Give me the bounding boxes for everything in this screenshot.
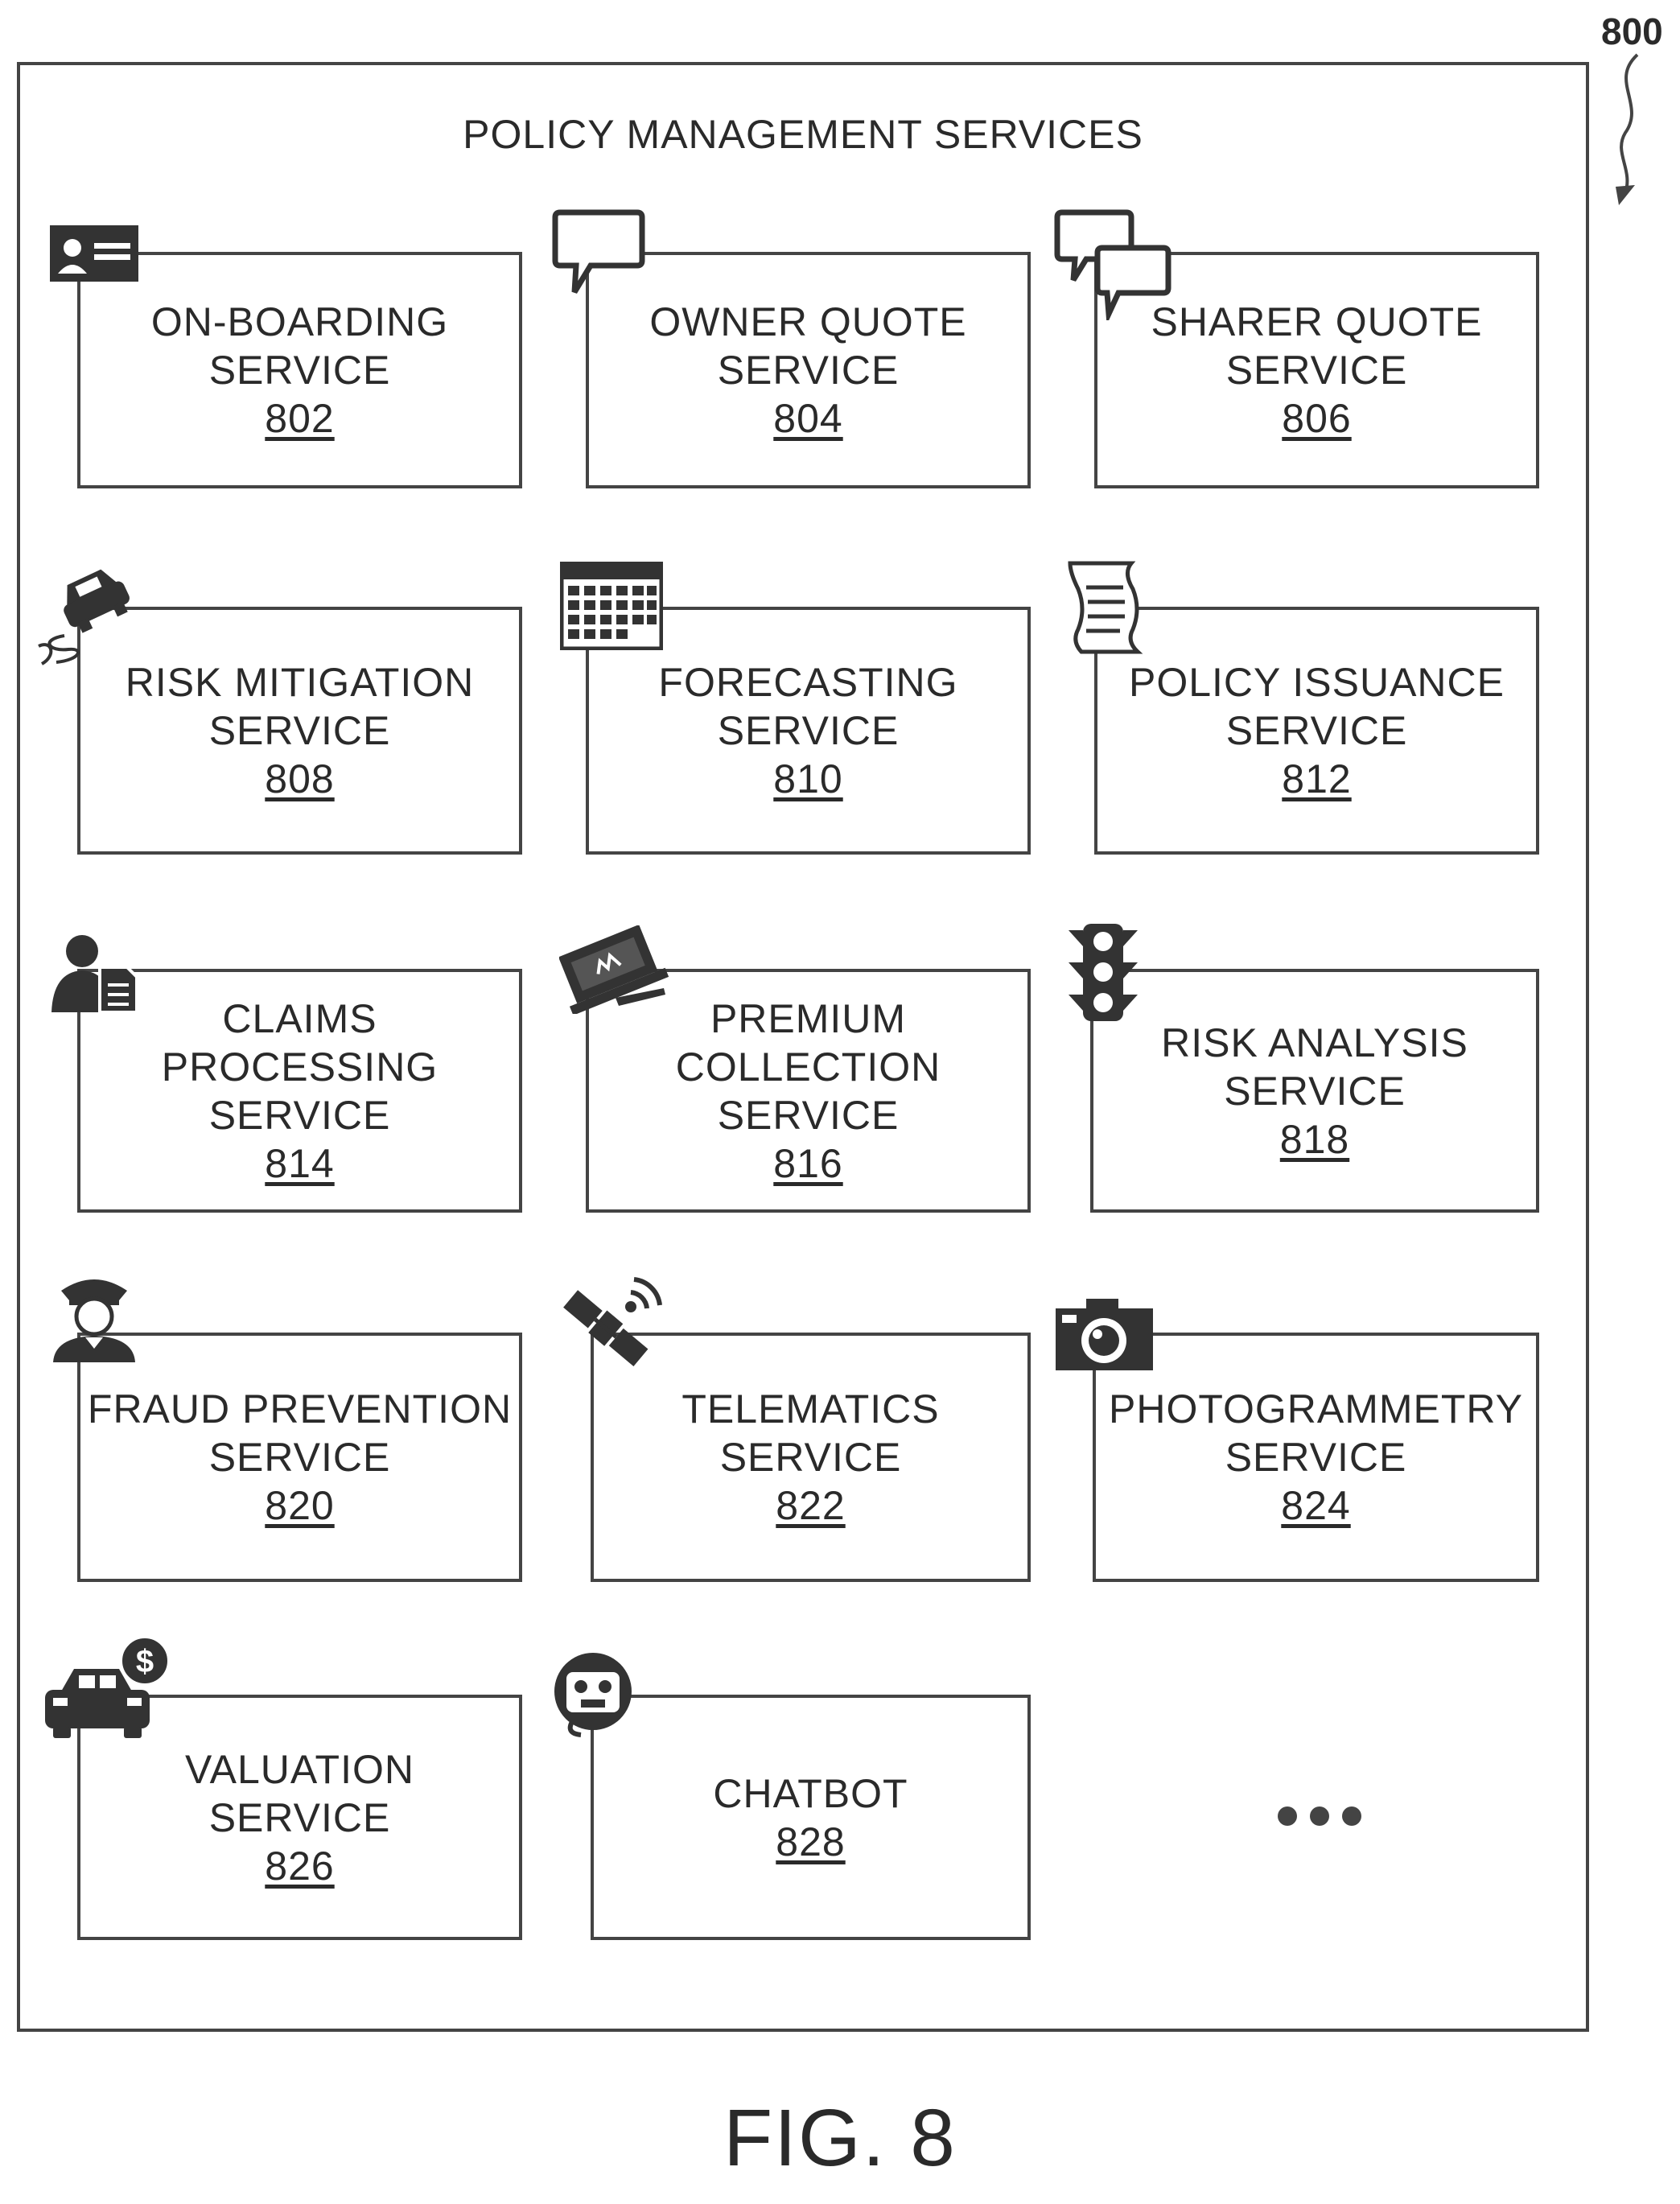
service-line1: RISK ANALYSIS — [1161, 1019, 1468, 1067]
ellipsis-icon: ••• — [1275, 1804, 1364, 1828]
service-line2: SERVICE — [1225, 1433, 1407, 1481]
person-document-icon — [50, 933, 138, 1014]
service-line2: SERVICE — [1224, 1067, 1406, 1115]
service-line1: CHATBOT — [713, 1769, 908, 1818]
service-line2: SERVICE — [209, 346, 391, 394]
service-number: 822 — [776, 1481, 845, 1530]
id-card-icon — [50, 225, 138, 282]
police-officer-icon — [50, 1271, 138, 1364]
service-line1: PHOTOGRAMMETRY — [1109, 1385, 1523, 1433]
service-line1: POLICY ISSUANCE — [1129, 658, 1505, 707]
service-number: 806 — [1282, 394, 1351, 443]
service-line2: SERVICE — [718, 707, 900, 755]
service-line1: RISK MITIGATION — [126, 658, 475, 707]
service-line2: SERVICE — [209, 1794, 391, 1842]
service-line2: SERVICE — [1226, 707, 1408, 755]
service-line2: SERVICE — [720, 1433, 902, 1481]
policy-issuance-service-box: POLICY ISSUANCE SERVICE 812 — [1094, 607, 1539, 855]
service-number: 816 — [773, 1139, 842, 1188]
service-line2: SERVICE — [1226, 346, 1408, 394]
service-line1: ON-BOARDING — [151, 298, 448, 346]
service-line1: FRAUD PREVENTION — [88, 1385, 512, 1433]
risk-mitigation-service-box: RISK MITIGATION SERVICE 808 — [77, 607, 522, 855]
claims-processing-service-box: CLAIMS PROCESSING SERVICE 814 — [77, 969, 522, 1213]
service-line1: SHARER QUOTE — [1151, 298, 1482, 346]
photogrammetry-service-box: PHOTOGRAMMETRY SERVICE 824 — [1093, 1333, 1539, 1582]
laptop-payment-icon — [559, 925, 672, 1014]
skidding-car-icon — [32, 559, 137, 672]
fraud-prevention-service-box: FRAUD PREVENTION SERVICE 820 — [77, 1333, 522, 1582]
service-number: 818 — [1280, 1115, 1349, 1164]
service-number: 804 — [773, 394, 842, 443]
service-line1: CLAIMS PROCESSING — [80, 995, 519, 1091]
service-line1: PREMIUM — [710, 995, 906, 1043]
satellite-icon — [557, 1271, 669, 1376]
service-line2: SERVICE — [209, 1433, 391, 1481]
robot-head-icon — [549, 1650, 637, 1738]
service-number: 824 — [1281, 1481, 1350, 1530]
figure-label: FIG. 8 — [0, 2092, 1680, 2185]
service-line1: VALUATION — [185, 1745, 414, 1794]
service-line3: SERVICE — [718, 1091, 900, 1139]
diagram-title: POLICY MANAGEMENT SERVICES — [17, 111, 1589, 158]
service-number: 812 — [1282, 755, 1351, 803]
service-number: 820 — [265, 1481, 334, 1530]
camera-icon — [1054, 1296, 1155, 1372]
service-line1: OWNER QUOTE — [649, 298, 966, 346]
service-line1: TELEMATICS — [681, 1385, 939, 1433]
service-number: 808 — [265, 755, 334, 803]
service-line1: FORECASTING — [658, 658, 957, 707]
calendar-icon — [560, 562, 663, 650]
scroll-document-icon — [1060, 557, 1153, 657]
risk-analysis-service-box: RISK ANALYSIS SERVICE 818 — [1090, 969, 1539, 1213]
onboarding-service-box: ON-BOARDING SERVICE 802 — [77, 252, 522, 488]
reference-arrow-icon — [1601, 48, 1666, 209]
service-number: 814 — [265, 1139, 334, 1188]
owner-quote-service-box: OWNER QUOTE SERVICE 804 — [586, 252, 1031, 488]
chatbot-box: CHATBOT 828 — [591, 1695, 1031, 1940]
svg-text:$: $ — [136, 1644, 154, 1679]
figure-reference-number: 800 — [1601, 10, 1663, 53]
service-number: 828 — [776, 1818, 845, 1866]
service-line2: SERVICE — [209, 1091, 391, 1139]
speech-bubble-icon — [550, 208, 647, 300]
service-number: 802 — [265, 394, 334, 443]
service-line2: COLLECTION — [676, 1043, 941, 1091]
service-number: 810 — [773, 755, 842, 803]
service-number: 826 — [265, 1842, 334, 1890]
service-line2: SERVICE — [209, 707, 391, 755]
service-line2: SERVICE — [718, 346, 900, 394]
traffic-light-icon — [1067, 922, 1139, 1023]
car-dollar-icon: $ — [42, 1633, 179, 1754]
speech-bubbles-icon — [1054, 208, 1175, 320]
